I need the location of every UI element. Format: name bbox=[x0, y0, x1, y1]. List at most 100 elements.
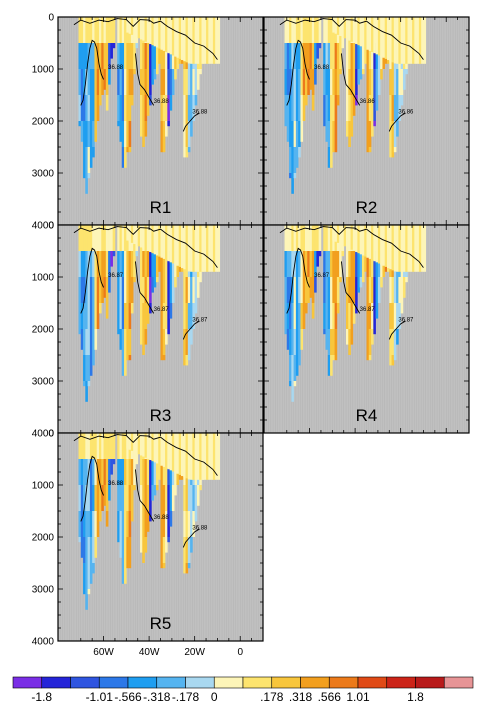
data-cell bbox=[147, 485, 150, 511]
data-cell bbox=[131, 251, 134, 277]
data-cell bbox=[294, 329, 297, 355]
data-cell bbox=[88, 225, 91, 251]
data-cell bbox=[85, 95, 88, 121]
surface-cell bbox=[202, 17, 205, 64]
data-cell bbox=[289, 173, 292, 178]
data-cell bbox=[101, 43, 104, 69]
data-cell bbox=[300, 121, 303, 142]
data-cell bbox=[120, 225, 123, 251]
data-cell bbox=[92, 485, 95, 511]
data-cell bbox=[307, 69, 310, 95]
data-cell bbox=[341, 251, 344, 256]
colorbar-swatch bbox=[214, 677, 243, 688]
data-cell bbox=[122, 17, 125, 43]
surface-cell bbox=[154, 433, 157, 462]
data-cell bbox=[88, 173, 91, 178]
x-tick-label: 60W bbox=[93, 647, 114, 658]
data-cell bbox=[140, 69, 143, 95]
data-cell bbox=[97, 69, 100, 95]
data-cell bbox=[401, 277, 404, 303]
data-cell bbox=[337, 43, 340, 69]
data-cell bbox=[298, 355, 301, 365]
surface-cell bbox=[172, 225, 175, 263]
data-cell bbox=[124, 433, 127, 459]
data-cell bbox=[348, 69, 351, 95]
data-cell bbox=[335, 329, 338, 355]
surface-cell bbox=[204, 225, 207, 272]
data-cell bbox=[79, 69, 82, 95]
surface-cell bbox=[204, 433, 207, 480]
data-cell bbox=[394, 95, 397, 121]
surface-cell bbox=[186, 17, 189, 62]
data-cell bbox=[330, 277, 333, 303]
data-cell bbox=[376, 69, 379, 95]
surface-cell bbox=[389, 17, 392, 61]
data-cell bbox=[131, 69, 134, 95]
data-cell bbox=[332, 329, 335, 355]
data-cell bbox=[328, 303, 331, 329]
data-cell bbox=[122, 329, 125, 355]
data-cell bbox=[326, 329, 329, 350]
data-cell bbox=[79, 511, 82, 537]
data-cell bbox=[335, 251, 338, 277]
colorbar-swatch bbox=[99, 677, 128, 688]
data-cell bbox=[394, 147, 397, 152]
data-cell bbox=[142, 485, 145, 511]
data-cell bbox=[113, 225, 116, 251]
colorbar-label: 1.8 bbox=[407, 690, 424, 704]
data-cell bbox=[330, 355, 333, 376]
data-cell bbox=[291, 303, 294, 329]
data-cell bbox=[330, 225, 333, 251]
data-cell bbox=[92, 303, 95, 329]
data-cell bbox=[389, 277, 392, 303]
data-cell bbox=[326, 303, 329, 329]
data-cell bbox=[129, 329, 132, 355]
data-cell bbox=[145, 303, 148, 329]
data-cell bbox=[151, 69, 154, 85]
data-cell bbox=[85, 563, 88, 589]
data-cell bbox=[289, 355, 292, 381]
data-cell bbox=[298, 303, 301, 329]
data-cell bbox=[369, 329, 372, 355]
data-cell bbox=[294, 277, 297, 303]
surface-cell bbox=[195, 433, 198, 480]
data-cell bbox=[104, 277, 107, 298]
data-cell bbox=[140, 303, 143, 329]
data-cell bbox=[396, 329, 399, 345]
data-cell bbox=[163, 537, 166, 563]
data-cell bbox=[156, 69, 159, 74]
surface-cell bbox=[199, 225, 202, 272]
data-cell bbox=[88, 121, 91, 147]
data-cell bbox=[126, 147, 129, 152]
surface-cell bbox=[392, 225, 395, 270]
data-cell bbox=[131, 459, 134, 485]
data-cell bbox=[396, 95, 399, 121]
data-cell bbox=[161, 277, 164, 303]
surface-cell bbox=[398, 17, 401, 64]
colorbar-label: -1.01 bbox=[86, 690, 114, 704]
data-cell bbox=[330, 43, 333, 69]
data-cell bbox=[305, 303, 308, 313]
data-cell bbox=[188, 355, 191, 360]
surface-cell bbox=[174, 225, 177, 265]
data-cell bbox=[113, 433, 116, 459]
data-cell bbox=[81, 329, 84, 350]
surface-cell bbox=[360, 225, 363, 254]
surface-cell bbox=[357, 225, 360, 253]
data-cell bbox=[195, 277, 198, 303]
data-cell bbox=[328, 69, 331, 95]
data-cell bbox=[129, 69, 132, 95]
data-cell bbox=[337, 69, 340, 95]
data-cell bbox=[188, 69, 191, 95]
surface-cell bbox=[179, 433, 182, 475]
colorbar-label: -.566 bbox=[114, 690, 142, 704]
data-cell bbox=[294, 121, 297, 147]
data-cell bbox=[296, 121, 299, 147]
data-cell bbox=[126, 95, 129, 121]
surface-cell bbox=[412, 225, 415, 272]
data-cell bbox=[124, 69, 127, 95]
data-cell bbox=[188, 121, 191, 147]
data-cell bbox=[88, 563, 91, 589]
data-cell bbox=[94, 121, 97, 142]
panel-r4: 36.8736.8736.87R4 bbox=[264, 225, 469, 433]
